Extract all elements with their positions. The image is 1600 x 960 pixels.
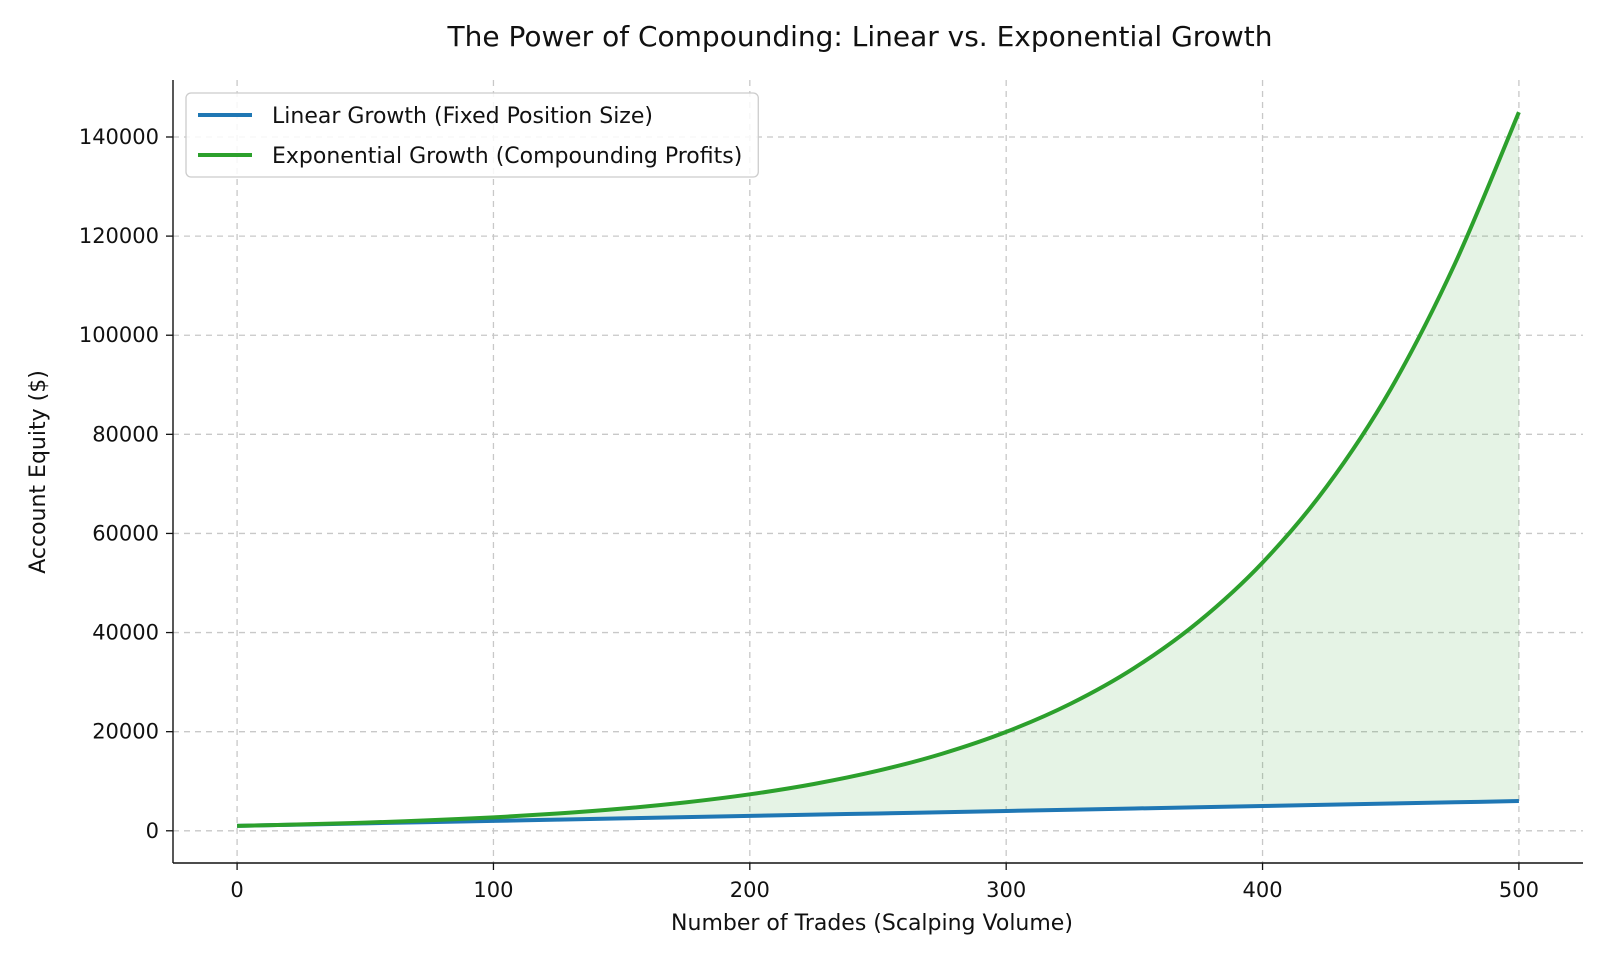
y-tick-label-4: 80000 [92,422,159,446]
fill-between-area [237,112,1519,826]
y-tick-label-3: 60000 [92,521,159,545]
x-tick-label-1: 100 [473,878,513,902]
series-line-1 [237,111,1521,828]
x-tick-label-3: 300 [986,878,1026,902]
y-tick-label-1: 20000 [92,720,159,744]
series-line-0 [237,799,1519,828]
y-tick-label-5: 100000 [79,323,159,347]
legend-box [185,92,759,178]
x-axis-label: Number of Trades (Scalping Volume) [671,911,1073,936]
y-tick-label-7: 140000 [79,125,159,149]
y-tick-label-2: 40000 [92,621,159,645]
x-tick-label-5: 500 [1499,878,1539,902]
y-axis-label: Account Equity ($) [26,370,51,574]
chart-title: The Power of Compounding: Linear vs. Exp… [447,20,1273,53]
legend-label-1: Exponential Growth (Compounding Profits) [272,144,742,169]
axes [166,80,1583,870]
x-tick-label-0: 0 [230,878,243,902]
legend-label-0: Linear Growth (Fixed Position Size) [272,104,653,129]
legend: Linear Growth (Fixed Position Size) Expon… [185,92,759,178]
tick-labels: 0 100 200 300 400 500 0 20000 40000 60000 80000 100… [79,125,1539,902]
y-tick-label-0: 0 [146,819,159,843]
x-tick-label-4: 400 [1242,878,1282,902]
y-tick-label-6: 120000 [79,224,159,248]
fill-region [237,112,1519,826]
series-lines [237,111,1521,828]
x-tick-label-2: 200 [730,878,770,902]
